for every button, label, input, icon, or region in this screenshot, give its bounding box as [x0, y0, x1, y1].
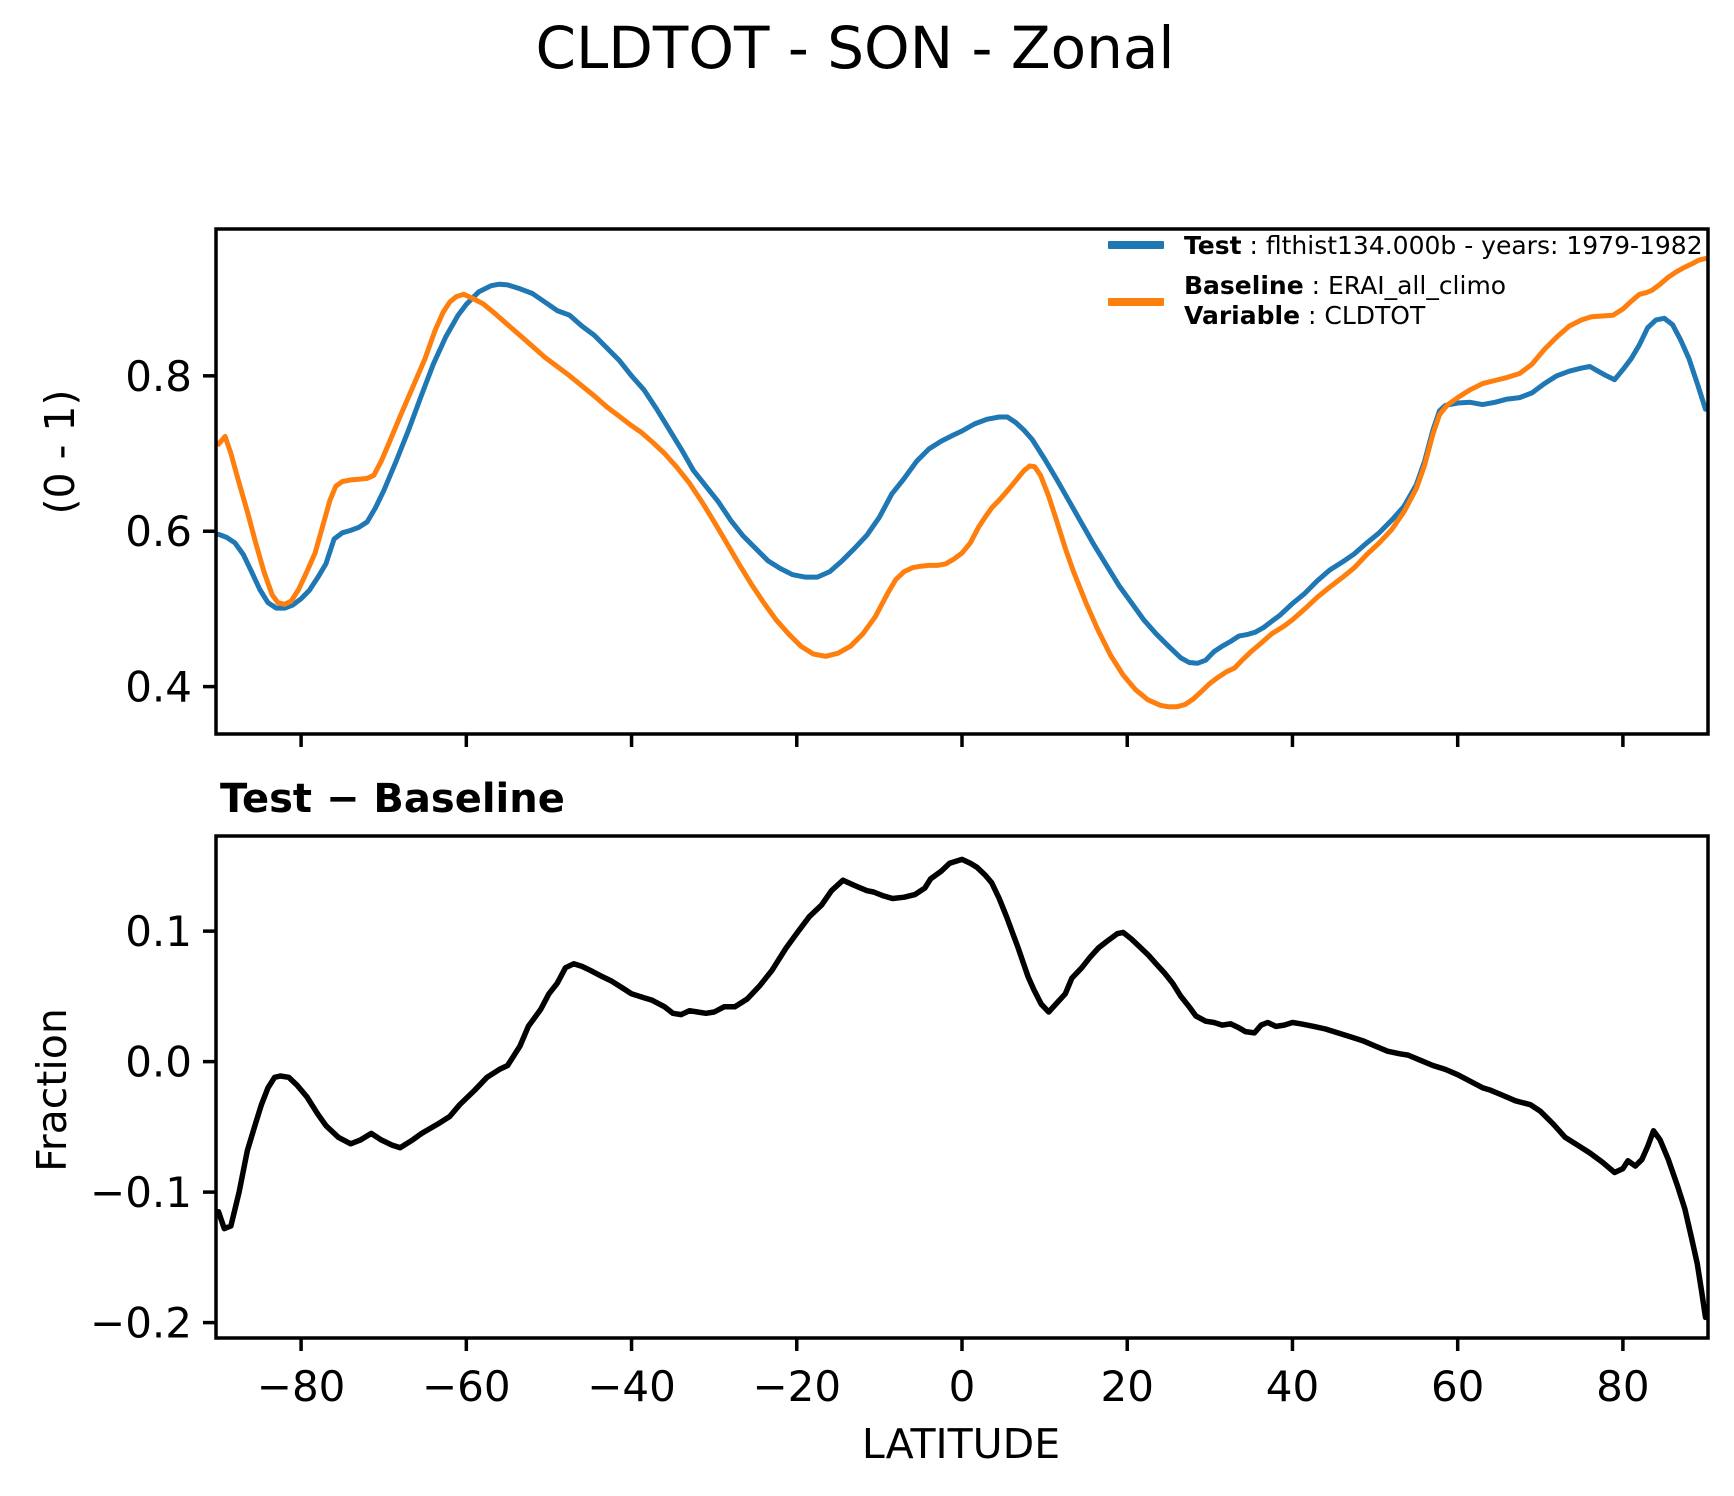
x-tick-label: −20 — [752, 1362, 841, 1411]
series-line-test-baseline — [215, 856, 1709, 1321]
top-panel-ylabel: (0 - 1) — [36, 389, 84, 515]
series-line-baseline — [216, 256, 1708, 710]
x-tick-label: 0 — [949, 1362, 976, 1411]
axes-frame-main — [214, 227, 1710, 736]
x-tick-label: 60 — [1431, 1362, 1484, 1411]
y-tick-label: −0.1 — [90, 1168, 192, 1217]
legend-entry-variable: Variable : CLDTOT — [1184, 301, 1425, 330]
legend-variable-value: : CLDTOT — [1300, 301, 1426, 330]
y-tick-label: 0.8 — [125, 352, 192, 401]
legend-entry-baseline: Baseline : ERAI_all_climo — [1184, 271, 1506, 300]
x-tick-label: −60 — [422, 1362, 511, 1411]
y-tick-label: 0.1 — [125, 907, 192, 956]
baseline-line-swatch — [1108, 298, 1164, 306]
y-tick-label: −0.2 — [90, 1299, 192, 1348]
legend-entry-test: Test : flthist134.000b - years: 1979-198… — [1184, 231, 1703, 260]
legend-baseline-value: : ERAI_all_climo — [1303, 271, 1507, 300]
diff-panel-title: Test − Baseline — [220, 776, 565, 822]
legend-test-label: Test — [1184, 231, 1242, 260]
x-axis-label: LATITUDE — [861, 1420, 1061, 1468]
series-line-test — [216, 281, 1708, 666]
x-tick-label: −40 — [587, 1362, 676, 1411]
x-tick-label: 20 — [1101, 1362, 1154, 1411]
test-line-swatch — [1108, 241, 1164, 249]
x-tick-label: −80 — [257, 1362, 346, 1411]
y-tick-label: 0.6 — [125, 507, 192, 556]
x-tick-label: 40 — [1266, 1362, 1319, 1411]
figure-title: CLDTOT - SON - Zonal — [535, 14, 1175, 82]
legend-test-value: : flthist134.000b - years: 1979-1982 — [1241, 231, 1703, 260]
y-tick-label: 0.4 — [125, 663, 192, 712]
legend-variable-label: Variable — [1184, 301, 1301, 330]
y-tick-label: 0.0 — [125, 1038, 192, 1087]
legend: Test : flthist134.000b - years: 1979-198… — [1108, 110, 1708, 330]
axes-frame-diff — [214, 834, 1710, 1340]
x-tick-label: 80 — [1596, 1362, 1649, 1411]
legend-baseline-label: Baseline — [1184, 271, 1304, 300]
diff-panel-ylabel: Fraction — [28, 1008, 76, 1172]
